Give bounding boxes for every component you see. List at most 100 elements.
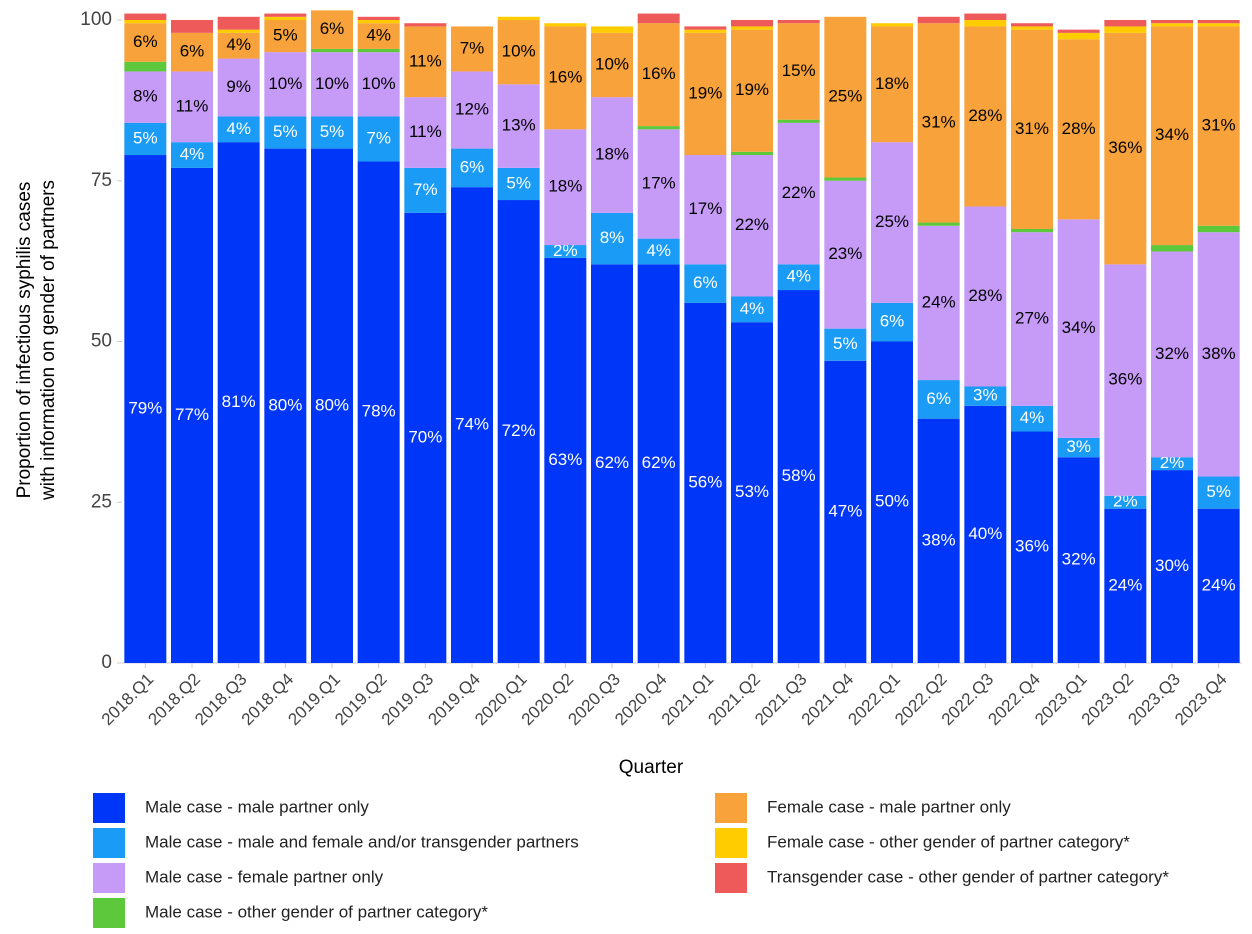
y-tick-label: 50: [91, 331, 112, 352]
bar-segment: [1011, 232, 1053, 406]
legend-swatch: [715, 828, 747, 858]
bar-segment: [311, 10, 353, 49]
bar-segment: [311, 148, 353, 664]
bar-segment: [264, 148, 307, 664]
value-label: 11%: [176, 96, 209, 115]
value-label: 4%: [786, 267, 811, 286]
value-label: 47%: [828, 501, 862, 520]
value-label: 7%: [366, 128, 391, 147]
value-label: 11%: [409, 51, 442, 70]
y-axis-title: Proportion of infectious syphilis cases: [14, 182, 35, 499]
bar-segment: [964, 20, 1007, 27]
bar-segment: [217, 32, 260, 59]
bar-segment: [217, 58, 260, 117]
legend-label: Male case - male and female and/or trans…: [145, 832, 579, 851]
bar-segment: [1151, 470, 1193, 663]
value-label: 13%: [502, 116, 536, 135]
bar-segment: [1151, 457, 1193, 471]
value-label: 53%: [735, 482, 769, 501]
bar-segment: [637, 238, 680, 265]
bar-segment: [1011, 228, 1053, 233]
legend-label: Female case - other gender of partner ca…: [767, 832, 1130, 851]
bar-segment: [964, 206, 1007, 387]
bar-segment: [357, 161, 400, 663]
value-label: 6%: [926, 389, 951, 408]
bar-segment: [1151, 251, 1193, 458]
bar-segment: [124, 20, 167, 24]
bar-segment: [1197, 23, 1240, 27]
value-label: 8%: [133, 87, 158, 106]
bar-segment: [217, 116, 260, 143]
bar-segment: [917, 16, 960, 24]
bar-segment: [1011, 431, 1053, 663]
value-label: 10%: [502, 42, 536, 61]
bar-segment: [1104, 495, 1147, 509]
value-label: 17%: [642, 173, 676, 192]
bar-segment: [451, 187, 493, 663]
value-label: 2%: [1113, 492, 1138, 511]
bar-segment: [357, 20, 400, 24]
bar-segment: [1104, 32, 1147, 265]
bar-segment: [1011, 405, 1053, 432]
value-label: 12%: [455, 100, 489, 119]
bar-segment: [544, 245, 587, 258]
bar-segment: [404, 97, 447, 168]
value-label: 24%: [1108, 575, 1142, 594]
bar-segment: [1151, 26, 1193, 246]
value-label: 62%: [642, 453, 676, 472]
bar-segment: [591, 26, 633, 33]
bar-segment: [1057, 219, 1100, 438]
bar-segment: [124, 155, 167, 663]
value-label: 31%: [1015, 119, 1049, 138]
value-label: 4%: [226, 35, 251, 54]
value-label: 23%: [828, 244, 862, 263]
value-label: 72%: [502, 421, 536, 440]
bar-segment: [1104, 264, 1147, 496]
bar-segment: [171, 167, 213, 663]
bar-segment: [1197, 26, 1240, 226]
bar-segment: [964, 405, 1007, 663]
bar-segment: [777, 23, 820, 120]
value-label: 4%: [740, 299, 765, 318]
value-label: 80%: [315, 395, 349, 414]
value-label: 6%: [320, 19, 345, 38]
bar-segment: [824, 360, 867, 663]
value-label: 18%: [548, 177, 582, 196]
bar-segment: [171, 71, 213, 143]
value-label: 7%: [413, 180, 438, 199]
bar-segment: [777, 122, 820, 265]
value-label: 4%: [646, 241, 671, 260]
value-label: 18%: [875, 74, 909, 93]
bar-segment: [264, 20, 307, 53]
bar-segment: [731, 29, 773, 152]
value-label: 31%: [922, 112, 956, 131]
legend-label: Male case - other gender of partner cate…: [145, 902, 488, 921]
bar-segment: [591, 32, 633, 98]
bar-segment: [637, 264, 680, 663]
bar-segment: [824, 177, 867, 181]
bar-segment: [1057, 39, 1100, 220]
bar-segment: [637, 129, 680, 239]
bar-segment: [731, 155, 773, 297]
value-label: 19%: [688, 83, 722, 102]
value-label: 31%: [1202, 116, 1236, 135]
bar-segment: [497, 167, 540, 201]
value-label: 17%: [688, 199, 722, 218]
bar-segment: [497, 20, 540, 85]
bar-segment: [1057, 32, 1100, 40]
bar-segment: [1197, 225, 1240, 233]
value-label: 16%: [642, 64, 676, 83]
value-label: 78%: [362, 402, 396, 421]
bar-segment: [824, 180, 867, 329]
bar-segment: [1057, 457, 1100, 663]
legend-swatch: [715, 863, 747, 893]
bar-segment: [964, 386, 1007, 406]
value-label: 10%: [268, 74, 302, 93]
y-tick-label: 100: [80, 9, 112, 30]
bar-segment: [591, 212, 633, 265]
bar-segment: [1104, 26, 1147, 33]
bar-segment: [1057, 29, 1100, 33]
legend-label: Male case - female partner only: [145, 867, 384, 886]
bar-segment: [917, 222, 960, 226]
bar-segment: [731, 26, 773, 30]
